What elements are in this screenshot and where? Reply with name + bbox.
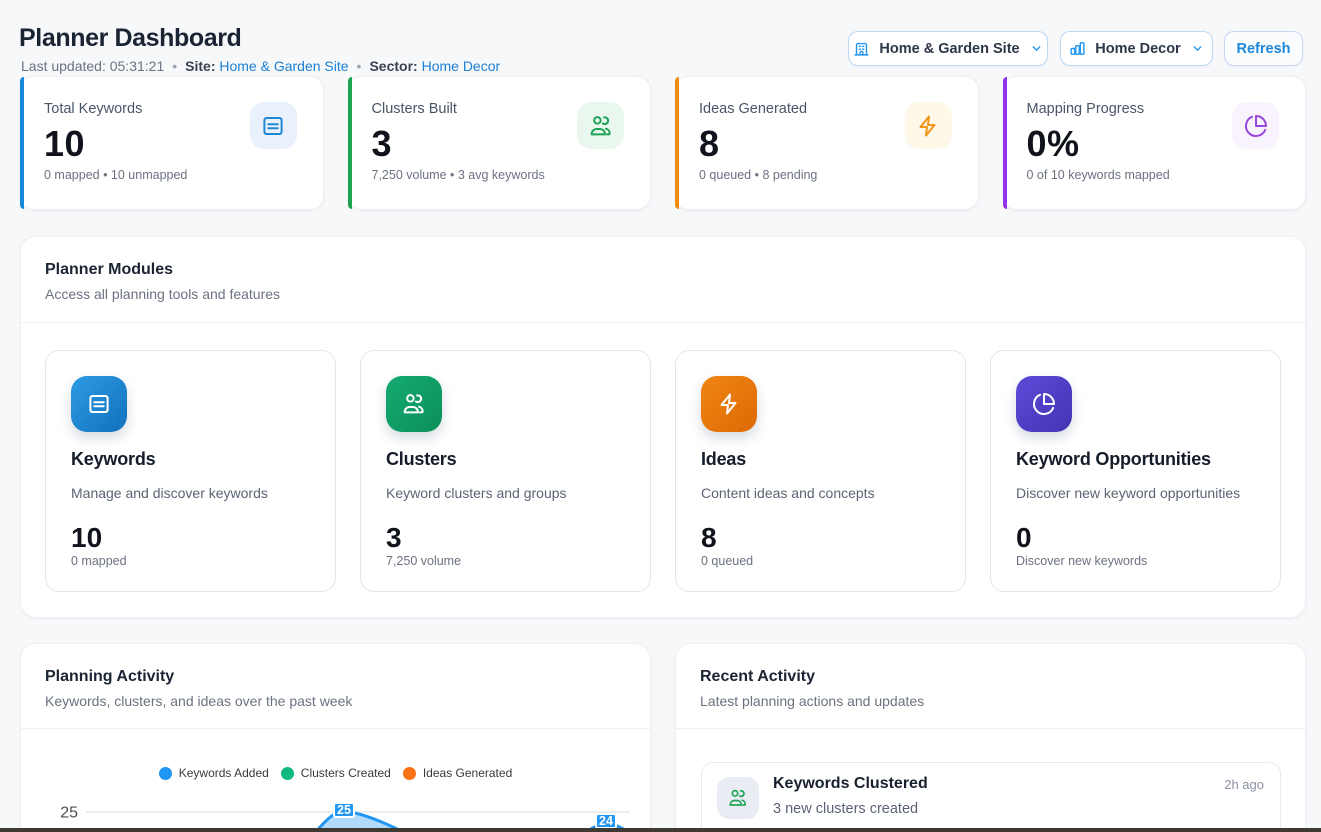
svg-text:25: 25 [60,805,78,822]
